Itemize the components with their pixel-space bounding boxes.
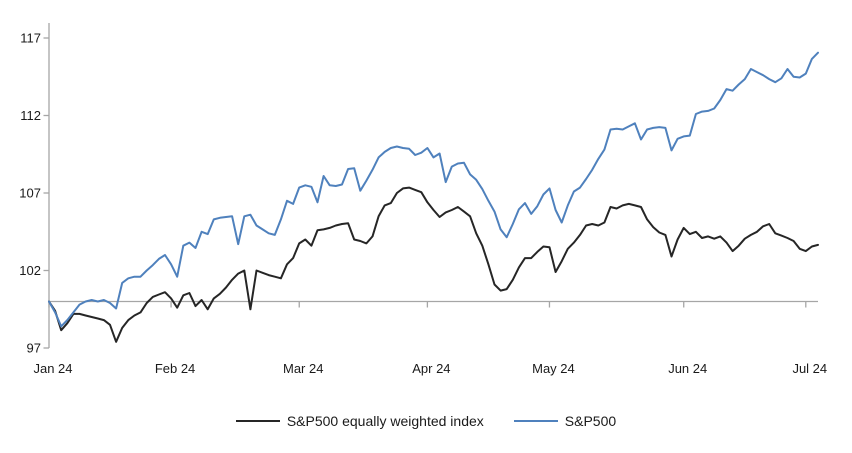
sp500-series-line <box>48 51 819 328</box>
legend-label-equal-weight: S&P500 equally weighted index <box>286 413 484 429</box>
chart-legend: S&P500 equally weighted index S&P500 <box>0 413 852 429</box>
x-tick-label: Jul 24 <box>792 361 827 376</box>
y-tick-label: 107 <box>19 186 41 201</box>
legend-item-equal-weight: S&P500 equally weighted index <box>235 413 484 429</box>
y-tick-label: 102 <box>19 263 41 278</box>
y-tick-label: 97 <box>27 341 41 356</box>
x-tick-label: Jun 24 <box>668 361 707 376</box>
x-tick-label: May 24 <box>532 361 575 376</box>
y-tick-label: 117 <box>20 31 41 46</box>
equal-weight-line-swatch <box>235 420 280 422</box>
x-tick-label: Apr 24 <box>412 361 450 376</box>
line-chart: 117 112 107 102 97 Jan 24 Feb 24 Mar 24 Apr 24 Ma… <box>19 23 827 376</box>
x-tick-label: Jan 24 <box>33 361 72 376</box>
equal-weight-series-line <box>48 186 819 343</box>
y-tick-label: 112 <box>20 108 41 123</box>
legend-label-sp500: S&P500 <box>564 413 617 429</box>
x-tick-label: Feb 24 <box>155 361 195 376</box>
sp500-line-swatch <box>513 420 558 422</box>
x-tick-label: Mar 24 <box>283 361 323 376</box>
legend-item-sp500: S&P500 <box>513 413 617 429</box>
